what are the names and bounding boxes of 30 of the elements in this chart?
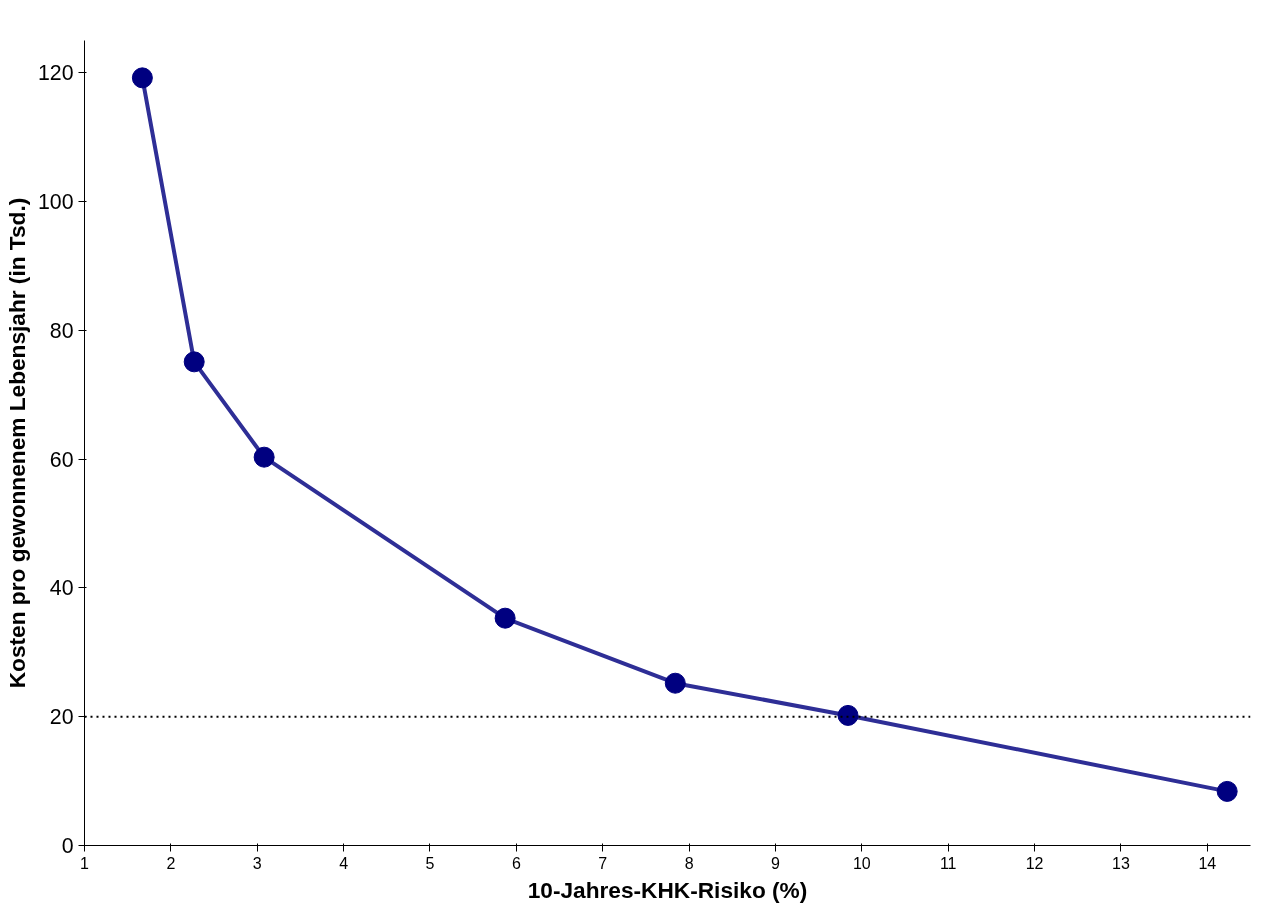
y-tick-label: 0 [61, 834, 74, 858]
point [494, 607, 516, 629]
y-tick-label: 40 [49, 576, 74, 601]
x-tick-label: 11 [939, 854, 957, 872]
x-tick-label: 9 [771, 854, 781, 872]
point [1216, 780, 1238, 802]
x-tick-label: 10 [852, 854, 871, 872]
y-tick-label: 60 [49, 447, 74, 472]
y-tick-label: 100 [37, 190, 74, 214]
point [664, 672, 686, 694]
x-tick-label: 1 [80, 854, 90, 872]
x-tick-label: 5 [425, 854, 435, 872]
x-tick-label: 8 [684, 854, 694, 872]
y-tick-label: 20 [49, 705, 74, 730]
point [183, 351, 205, 373]
point [253, 446, 275, 468]
x-tick-label: 2 [166, 854, 176, 872]
y-axis-title: Kosten pro gewonnenem Lebensjahr (in Tsd.) [3, 197, 30, 689]
x-tick-label: 7 [598, 854, 608, 872]
y-tick-label: 80 [49, 318, 74, 343]
x-tick-label: 4 [339, 854, 349, 872]
x-axis-title: 10-Jahres-KHK-Risiko (%) [527, 876, 808, 903]
x-tick-label: 6 [511, 854, 521, 872]
x-tick-label: 3 [252, 854, 262, 872]
point [837, 704, 859, 726]
x-tick-label: 13 [1112, 854, 1130, 872]
x-tick-label: 12 [1025, 854, 1044, 872]
x-tick-label: 14 [1198, 854, 1217, 872]
y-tick-label: 120 [37, 61, 74, 86]
point [131, 67, 153, 89]
